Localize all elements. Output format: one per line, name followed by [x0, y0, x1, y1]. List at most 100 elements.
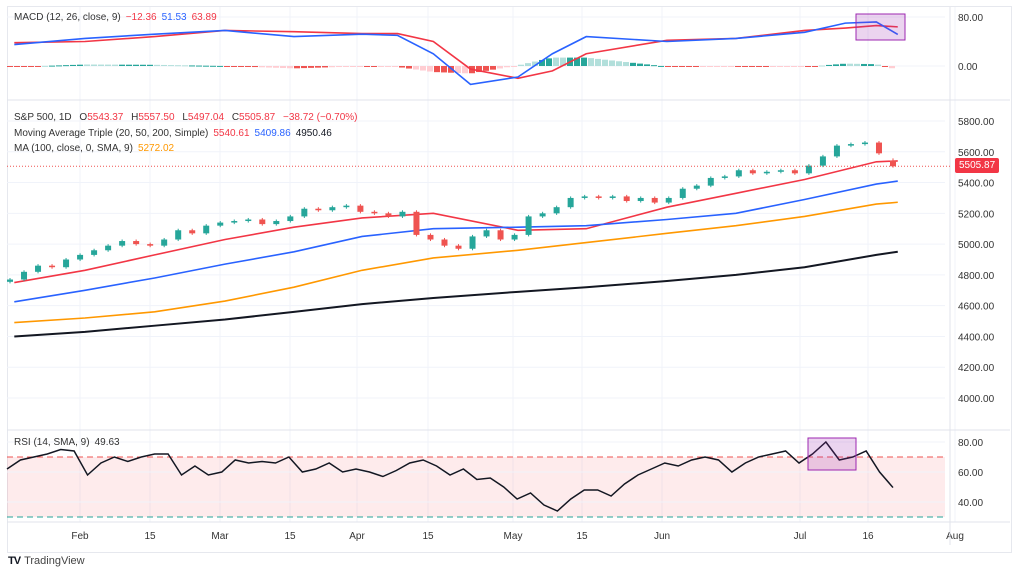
x-tick-label: 15	[422, 531, 434, 542]
high-value: 5557.50	[138, 112, 175, 123]
candle-body	[791, 170, 798, 174]
macd-histogram-bar	[91, 64, 97, 66]
macd-histogram-bar	[364, 66, 370, 67]
candle-body	[413, 211, 420, 235]
candle-body	[763, 171, 770, 174]
macd-histogram-bar	[238, 66, 244, 67]
change-value: −38.72 (−0.70%)	[282, 112, 358, 123]
macd-histogram-bar	[581, 57, 587, 66]
macd-line	[14, 21, 899, 86]
macd-histogram-bar	[189, 65, 195, 67]
candle-body	[343, 205, 350, 208]
candle-body	[539, 213, 546, 217]
symbol-label[interactable]: S&P 500, 1D	[14, 112, 72, 123]
macd-histogram-bar	[616, 61, 622, 66]
macd-histogram-bar	[448, 66, 454, 73]
candle-body	[847, 144, 854, 146]
macd-histogram-bar	[595, 58, 601, 66]
macd-histogram-bar	[847, 63, 853, 66]
macd-hist-value: −12.36	[125, 12, 157, 23]
rsi-label[interactable]: RSI (14, SMA, 9)	[14, 437, 90, 448]
candle-body	[119, 241, 126, 246]
macd-histogram-bar	[784, 66, 790, 67]
macd-histogram-bar	[490, 66, 496, 70]
macd-histogram-bar	[686, 66, 692, 67]
macd-histogram-bar	[770, 66, 776, 67]
ma100-label[interactable]: MA (100, close, 0, SMA, 9)	[14, 143, 133, 154]
ma200-line	[14, 250, 898, 338]
macd-histogram-bar	[735, 66, 741, 67]
candle-body	[357, 205, 364, 212]
candle-body	[721, 176, 728, 178]
price-axis-label: 5200.00	[958, 209, 995, 220]
x-tick-label: 15	[144, 531, 156, 542]
macd-histogram-bar	[168, 65, 174, 67]
macd-histogram-bar	[63, 65, 69, 67]
macd-histogram-bar	[161, 64, 167, 66]
macd-histogram-bar	[721, 66, 727, 67]
price-axis-label: 5800.00	[958, 117, 995, 128]
macd-histogram-bar	[805, 66, 811, 67]
macd-histogram-bar	[49, 65, 55, 67]
macd-histogram-bar	[763, 66, 769, 67]
candle-body	[890, 160, 896, 167]
macd-histogram-bar	[434, 66, 440, 73]
macd-histogram-bar	[798, 66, 804, 67]
candle-body	[287, 216, 294, 222]
tv-logo-icon: TV	[8, 555, 21, 567]
macd-histogram-bar	[525, 63, 531, 66]
candle-body	[623, 196, 630, 202]
macd-histogram-bar	[497, 66, 503, 69]
macd-histogram-bar	[693, 66, 699, 67]
macd-histogram-bar	[231, 66, 237, 67]
candle-body	[147, 244, 154, 246]
rsi-legend: RSI (14, SMA, 9) 49.63	[14, 437, 125, 448]
mat-legend: Moving Average Triple (20, 50, 200, Simp…	[14, 128, 337, 139]
macd-value: 51.53	[161, 12, 187, 23]
candle-body	[567, 197, 574, 208]
macd-histogram-bar	[560, 57, 566, 66]
macd-histogram-bar	[700, 66, 706, 67]
macd-histogram-bar	[420, 66, 426, 71]
macd-histogram-bar	[266, 66, 272, 68]
macd-histogram-bar	[854, 63, 860, 66]
candle-body	[511, 234, 518, 240]
macd-axis-label: 0.00	[958, 62, 978, 73]
macd-histogram-bar	[679, 66, 685, 67]
macd-histogram-bar	[728, 66, 734, 67]
macd-histogram-bar	[287, 66, 293, 69]
tradingview-logo[interactable]: TV TradingView	[8, 555, 85, 567]
candle-body	[441, 239, 448, 246]
candle-body	[805, 165, 812, 174]
open-label: O	[79, 112, 88, 123]
candle-body	[385, 213, 392, 217]
macd-histogram-bar	[833, 64, 839, 66]
candle-body	[525, 216, 532, 235]
candle-body	[637, 197, 644, 202]
x-tick-label: 16	[862, 531, 874, 542]
macd-histogram-bar	[630, 62, 636, 66]
candle-body	[7, 279, 13, 282]
macd-histogram-bar	[889, 66, 895, 69]
candle-body	[469, 236, 476, 249]
macd-histogram-bar	[14, 66, 20, 67]
macd-histogram-bar	[217, 65, 223, 67]
ma20-line	[14, 160, 898, 284]
macd-histogram-bar	[651, 65, 657, 67]
candle-body	[707, 177, 714, 186]
mat-label[interactable]: Moving Average Triple (20, 50, 200, Simp…	[14, 128, 209, 139]
price-axis-label: 4000.00	[958, 394, 995, 405]
macd-histogram-bar	[609, 60, 615, 66]
x-tick-label: Apr	[349, 531, 365, 542]
close-label: C	[231, 112, 240, 123]
macd-histogram-bar	[539, 59, 545, 66]
macd-histogram-bar	[315, 66, 321, 68]
macd-histogram-bar	[602, 59, 608, 66]
candle-body	[581, 196, 588, 198]
macd-histogram-bar	[196, 65, 202, 67]
x-tick-label: May	[504, 531, 523, 542]
candle-body	[259, 219, 266, 225]
rsi-line	[6, 440, 894, 512]
x-tick-label: Jun	[654, 531, 670, 542]
